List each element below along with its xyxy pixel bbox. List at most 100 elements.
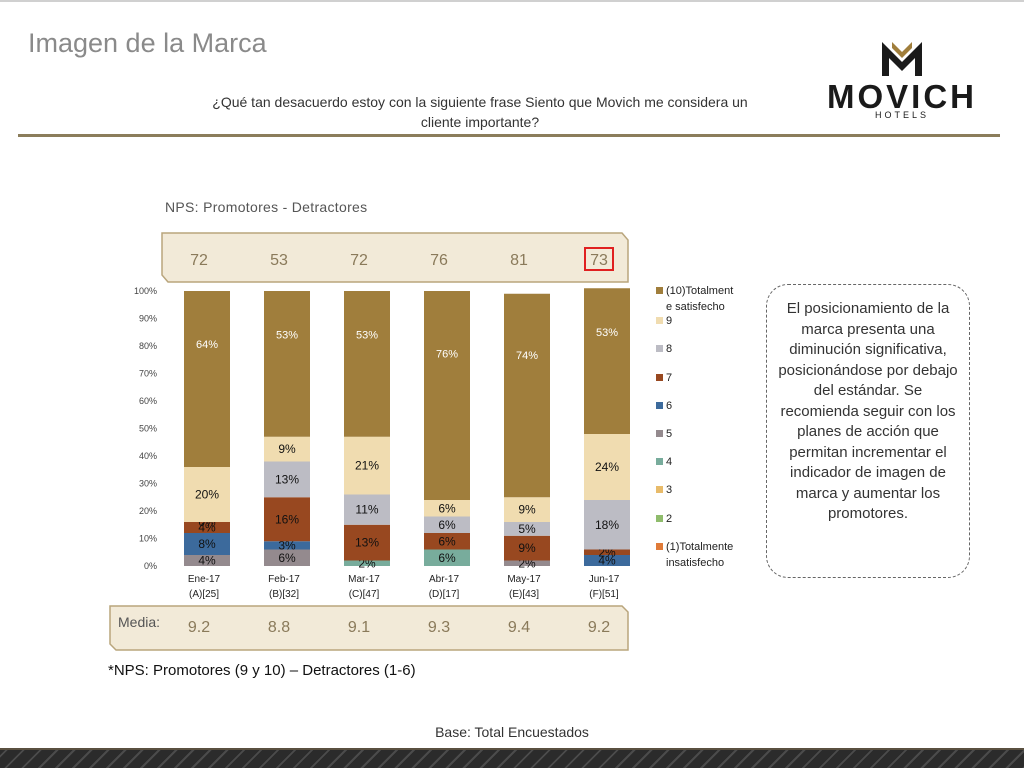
data-label: 24% [595,460,619,474]
y-tick-label: 60% [139,396,157,406]
nps-value: 76 [430,252,448,269]
data-label: 53% [356,330,378,342]
data-label: 53% [596,327,618,339]
movich-logo-mark [882,42,922,76]
bar-segment [504,535,550,561]
y-tick-label: 20% [139,506,157,516]
data-label: 11% [355,503,378,517]
y-tick-label: 30% [139,479,157,489]
data-label: 74% [516,350,538,362]
nps-value: 73 [590,252,608,269]
data-label: 76% [436,349,458,361]
y-tick-label: 70% [139,369,157,379]
data-label: 4% [598,554,616,568]
legend-swatch [656,287,663,294]
data-label: 53% [276,330,298,342]
legend-label: 5 [666,428,672,440]
top-rule [0,0,1024,2]
bar-segment [584,500,630,550]
legend-swatch [656,515,663,522]
bar-segment [264,461,310,498]
nps-band-title: NPS: Promotores - Detractores [165,199,368,215]
data-label: 64% [196,339,218,351]
media-value: 9.3 [428,619,450,636]
legend-label: 6 [666,400,672,412]
nps-footnote: *NPS: Promotores (9 y 10) – Detractores … [108,662,416,679]
legend-label: (10)Totalment [666,285,733,297]
media-value: 9.2 [588,619,610,636]
legend-swatch [656,402,663,409]
x-tick-label: Mar-17 [348,574,380,585]
legend-swatch [656,486,663,493]
y-tick-label: 100% [134,286,157,296]
header-divider [18,134,1000,137]
y-tick-label: 40% [139,451,157,461]
y-tick-label: 90% [139,314,157,324]
bar-segment [344,291,390,437]
x-tick-label: (D)[17] [429,589,460,600]
nps-highlight-box [584,247,614,271]
media-value: 8.8 [268,619,290,636]
bar-segment [424,500,470,517]
x-tick-label: (E)[43] [509,589,539,600]
bar-segment [504,497,550,522]
x-tick-label: May-17 [507,574,541,585]
data-label: 8% [198,537,216,551]
bar-segment [344,436,390,495]
bar-segment [264,497,310,542]
x-tick-label: Feb-17 [268,574,300,585]
nps-value: 81 [510,252,528,269]
y-tick-label: 50% [139,424,157,434]
legend-swatch [656,374,663,381]
bar-segment [344,560,390,566]
bar-segment [184,291,230,467]
bar-segment [184,522,230,533]
bar-segment [264,291,310,437]
data-label: 5% [518,522,536,536]
data-label: 9% [518,541,536,555]
legend-label: 4 [666,456,672,468]
bar-segment [504,560,550,566]
legend-label: 9 [666,315,672,327]
logo-word: MOVICH [827,78,977,115]
legend-label: 2 [666,513,672,525]
data-label: 6% [438,518,456,532]
data-label: 21% [355,459,379,473]
data-label: 3% [278,538,296,552]
bar-segment [184,555,230,566]
insight-callout: El posicionamiento de la marca presenta … [766,284,970,578]
legend-label: insatisfecho [666,557,724,569]
data-label: 13% [355,536,379,550]
data-label: 6% [438,534,456,548]
x-tick-label: (F)[51] [589,589,619,600]
legend-swatch [656,543,663,550]
legend-swatch [656,458,663,465]
data-label: 6% [438,501,456,515]
media-value: 9.1 [348,619,370,636]
x-tick-label: (B)[32] [269,589,299,600]
media-value: 9.2 [188,619,210,636]
media-value: 9.4 [508,619,530,636]
bar-segment [264,541,310,550]
bar-segment [344,524,390,561]
legend-swatch [656,430,663,437]
bar-segment [184,533,230,555]
bar-segment [264,549,310,566]
data-label: 9% [518,503,536,517]
data-label: 4% [198,554,216,568]
legend-label: 8 [666,343,672,355]
x-tick-label: Abr-17 [429,574,459,585]
bar-segment [504,293,550,498]
data-label: 13% [275,472,299,486]
y-tick-label: 0% [144,561,157,571]
bar-segment [344,494,390,525]
movich-logo: MOVICH HOTELS [812,38,992,120]
bar-segment [424,291,470,500]
media-label: Media: [118,614,160,630]
bar-segment [584,434,630,500]
bar-segment [184,467,230,522]
legend-swatch [656,317,663,324]
legend-label: 3 [666,484,672,496]
data-label: 6% [278,551,296,565]
